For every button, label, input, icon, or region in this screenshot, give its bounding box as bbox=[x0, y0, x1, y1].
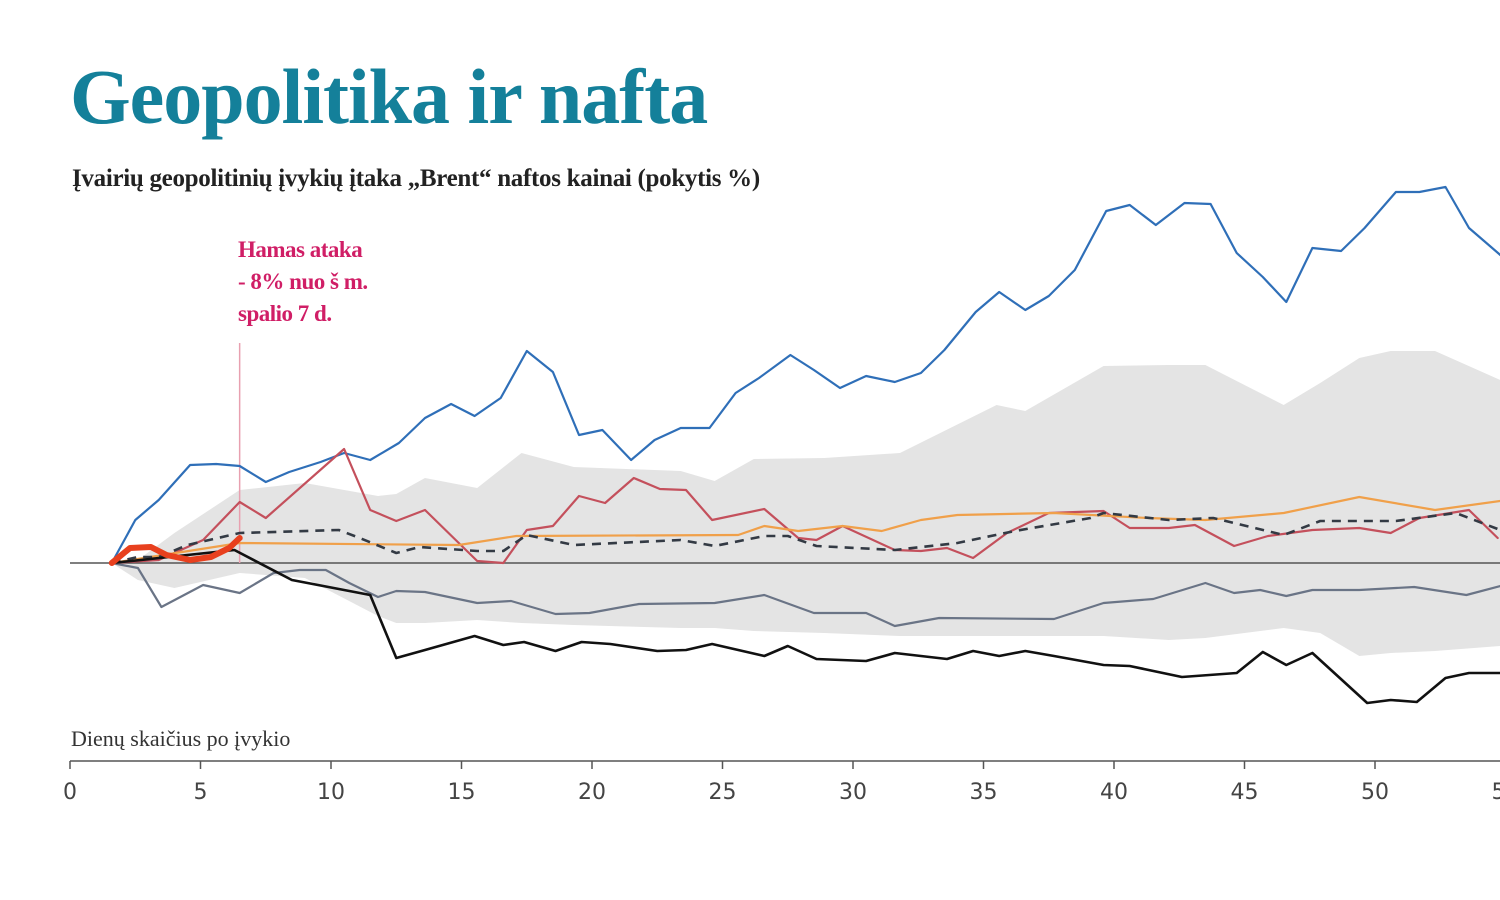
series-line-0 bbox=[110, 185, 1500, 565]
x-tick-label: 20 bbox=[578, 780, 606, 805]
x-tick-label: 55 bbox=[1492, 780, 1500, 805]
x-axis-label: Dienų skaičius po įvykio bbox=[71, 726, 291, 751]
series-line-2 bbox=[110, 495, 1500, 565]
series-line-6 bbox=[108, 535, 243, 566]
x-tick-label: 50 bbox=[1361, 780, 1389, 805]
x-tick-label: 35 bbox=[970, 780, 998, 805]
annotation-hamas: Hamas ataka - 8% nuo š m. spalio 7 d. bbox=[238, 234, 368, 330]
series-line-3 bbox=[111, 511, 1500, 565]
annotation-line: - 8% nuo š m. bbox=[238, 269, 368, 294]
series-line-1 bbox=[110, 447, 1499, 565]
x-tick-label: 10 bbox=[317, 780, 345, 805]
x-tick-label: 40 bbox=[1100, 780, 1128, 805]
x-tick-label: 45 bbox=[1231, 780, 1259, 805]
chart-title: Geopolitika ir nafta bbox=[70, 53, 708, 140]
annotation-line: Hamas ataka bbox=[238, 237, 363, 262]
range-band bbox=[111, 351, 1500, 656]
annotation-line: spalio 7 d. bbox=[238, 301, 332, 326]
x-tick-label: 5 bbox=[194, 780, 208, 805]
x-tick-label: 15 bbox=[448, 780, 476, 805]
series-line-5 bbox=[110, 548, 1500, 705]
series-line-4 bbox=[110, 561, 1500, 628]
chart-subtitle: Įvairių geopolitinių įvykių įtaka „Brent… bbox=[72, 165, 760, 192]
x-tick-label: 30 bbox=[839, 780, 867, 805]
x-tick-label: 0 bbox=[63, 780, 77, 805]
x-tick-label: 25 bbox=[709, 780, 737, 805]
